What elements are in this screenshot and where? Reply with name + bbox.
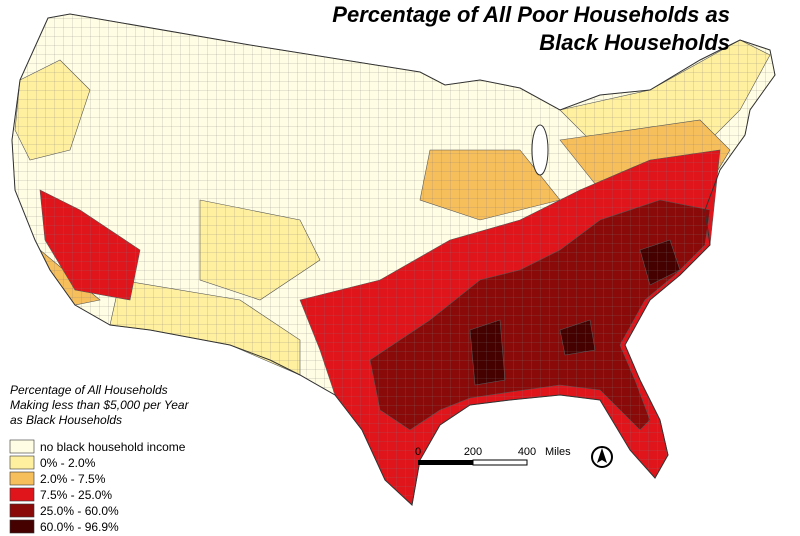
title: Percentage of All Poor Households as	[332, 2, 730, 27]
legend-swatch	[9, 487, 35, 502]
legend-swatch	[9, 439, 35, 454]
scale-seg	[472, 459, 528, 466]
legend-label: no black household income	[40, 440, 186, 454]
legend-title: Percentage of All Households	[10, 383, 168, 397]
legend-label: 2.0% - 7.5%	[40, 472, 106, 486]
title: Black Households	[539, 30, 730, 55]
legend-label: 0% - 2.0%	[40, 456, 96, 470]
legend-label: 25.0% - 60.0%	[40, 504, 119, 518]
legend-bg	[0, 378, 300, 536]
scale-bar: 0 200 400 Miles	[415, 446, 571, 466]
legend-title: as Black Households	[10, 413, 122, 427]
legend-label: 60.0% - 96.9%	[40, 520, 119, 534]
scale-label: Miles	[545, 446, 571, 458]
legend-swatch	[9, 471, 35, 486]
legend-swatch	[9, 455, 35, 470]
legend-swatch	[9, 519, 35, 534]
scale-seg	[418, 460, 473, 465]
north-arrow	[591, 446, 613, 468]
legend-label: 7.5% - 25.0%	[40, 488, 112, 502]
scale-label: 400	[518, 446, 536, 458]
scale-label: 0	[415, 446, 421, 458]
scale-label: 200	[464, 446, 482, 458]
lake	[531, 124, 549, 176]
legend-title: Making less than $5,000 per Year	[10, 398, 190, 412]
county-lines	[11, 13, 776, 506]
legend-swatch	[9, 503, 35, 518]
